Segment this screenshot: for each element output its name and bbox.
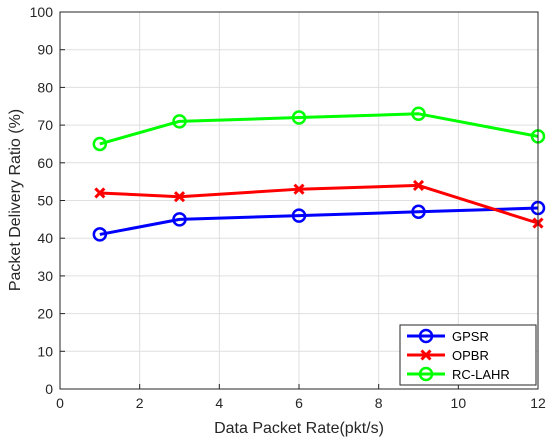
y-tick-label: 80 xyxy=(37,79,53,95)
data-point-gpsr xyxy=(92,227,108,242)
legend-label: GPSR xyxy=(452,329,489,344)
data-point-rc-lahr xyxy=(291,110,307,125)
legend-items: GPSR OPBR RC-LAHR xyxy=(407,328,510,382)
legend-marker xyxy=(418,366,434,382)
x-axis-label: Data Packet Rate(pkt/s) xyxy=(214,420,384,437)
y-tick-label: 40 xyxy=(37,230,53,246)
series-line-rc-lahr xyxy=(99,112,539,146)
x-tick-label: 2 xyxy=(136,395,144,411)
y-tick-label: 0 xyxy=(45,381,53,397)
y-tick-label: 70 xyxy=(37,117,53,133)
legend: GPSR OPBR RC-LAHR xyxy=(399,324,537,386)
x-tick-label: 10 xyxy=(451,395,467,411)
legend-marker xyxy=(418,328,434,344)
x-tick-label: 0 xyxy=(56,395,64,411)
series-gpsr xyxy=(92,200,546,242)
y-tick-label: 30 xyxy=(37,268,53,284)
legend-label: RC-LAHR xyxy=(452,367,510,382)
legend-item-gpsr: GPSR xyxy=(407,328,489,344)
series-line-gpsr xyxy=(99,206,539,236)
y-tick-label: 50 xyxy=(37,193,53,209)
y-tick-label: 100 xyxy=(30,4,54,20)
series-layer xyxy=(92,106,546,242)
y-axis-ticks: 0 10 20 30 40 50 60 70 80 90 100 xyxy=(30,4,65,397)
y-tick-label: 10 xyxy=(37,343,53,359)
y-tick-label: 20 xyxy=(37,306,53,322)
legend-label: OPBR xyxy=(452,348,489,363)
y-axis-label: Packet Delivery Ratio (%) xyxy=(7,109,24,291)
data-point-rc-lahr xyxy=(92,136,108,152)
legend-item-rc-lahr: RC-LAHR xyxy=(407,366,510,382)
data-point-gpsr xyxy=(411,204,426,220)
legend-marker xyxy=(420,349,432,361)
legend-item-opbr: OPBR xyxy=(407,348,489,363)
y-tick-label: 90 xyxy=(37,42,53,58)
y-tick-label: 60 xyxy=(37,155,53,171)
data-point-opbr xyxy=(293,183,305,195)
data-point-rc-lahr xyxy=(411,106,426,122)
data-point-opbr xyxy=(412,179,425,191)
x-axis-ticks: 0 2 4 6 8 10 12 xyxy=(56,384,546,411)
x-tick-label: 6 xyxy=(295,395,303,411)
data-point-gpsr xyxy=(172,212,187,227)
x-tick-label: 8 xyxy=(375,395,383,411)
series-opbr xyxy=(94,179,544,229)
data-point-rc-lahr xyxy=(172,114,187,129)
data-point-opbr xyxy=(94,187,106,199)
x-tick-label: 12 xyxy=(530,395,546,411)
x-tick-label: 4 xyxy=(215,395,223,411)
data-point-gpsr xyxy=(291,208,307,223)
data-point-opbr xyxy=(173,191,186,203)
